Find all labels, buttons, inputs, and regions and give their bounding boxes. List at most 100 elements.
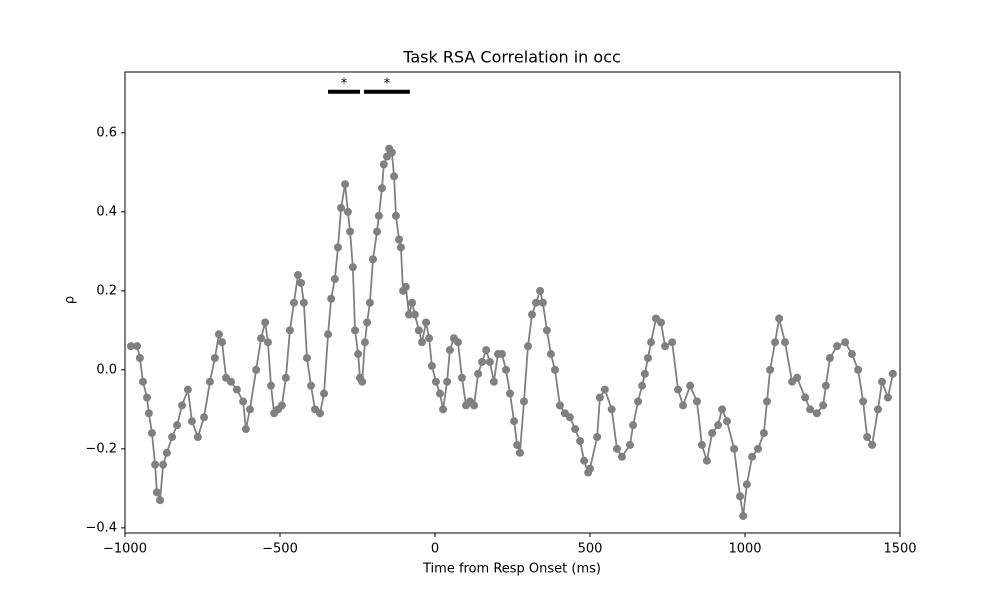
point bbox=[343, 207, 352, 216]
point bbox=[812, 409, 821, 418]
point bbox=[763, 397, 772, 406]
point bbox=[395, 235, 404, 244]
point bbox=[151, 460, 160, 469]
point bbox=[634, 397, 643, 406]
point bbox=[510, 417, 519, 426]
point bbox=[612, 444, 621, 453]
point bbox=[542, 326, 551, 335]
point bbox=[555, 401, 564, 410]
point bbox=[748, 452, 757, 461]
point bbox=[586, 464, 594, 473]
point bbox=[299, 298, 308, 307]
point bbox=[565, 413, 574, 422]
point bbox=[135, 354, 144, 363]
point bbox=[580, 456, 589, 465]
y-tick-label: 0.4 bbox=[96, 204, 117, 219]
point bbox=[365, 298, 374, 307]
point bbox=[629, 421, 638, 430]
point bbox=[600, 385, 609, 394]
point bbox=[218, 338, 227, 347]
point bbox=[360, 338, 369, 347]
y-axis-label: ρ bbox=[63, 296, 78, 304]
point bbox=[358, 377, 367, 386]
point bbox=[410, 310, 419, 319]
point bbox=[873, 405, 882, 414]
point bbox=[333, 243, 342, 252]
x-tick-label: −1000 bbox=[103, 542, 147, 557]
point bbox=[478, 357, 487, 366]
point bbox=[538, 298, 547, 307]
point bbox=[351, 326, 360, 335]
point bbox=[697, 440, 706, 449]
point bbox=[759, 429, 768, 438]
point bbox=[445, 346, 454, 355]
point bbox=[245, 405, 254, 414]
point bbox=[257, 334, 266, 343]
point bbox=[647, 338, 656, 347]
point bbox=[638, 381, 647, 390]
point bbox=[439, 405, 448, 414]
point bbox=[159, 460, 168, 469]
chart-title: Task RSA Correlation in occ bbox=[402, 48, 621, 67]
point bbox=[718, 405, 727, 414]
point bbox=[819, 401, 828, 410]
point bbox=[162, 448, 171, 457]
point bbox=[390, 172, 399, 181]
series-line bbox=[130, 146, 894, 517]
point bbox=[427, 361, 436, 370]
x-tick-label: 1500 bbox=[883, 542, 916, 557]
point bbox=[330, 274, 339, 283]
point bbox=[168, 433, 177, 442]
point bbox=[289, 298, 298, 307]
point bbox=[702, 456, 711, 465]
point bbox=[515, 448, 524, 457]
y-tick-label: 0.0 bbox=[96, 362, 117, 377]
point bbox=[205, 377, 214, 386]
point bbox=[232, 385, 241, 394]
point bbox=[501, 365, 510, 374]
point bbox=[227, 377, 236, 386]
x-tick-label: −500 bbox=[262, 542, 298, 557]
point bbox=[692, 397, 701, 406]
point bbox=[656, 318, 665, 327]
point bbox=[643, 354, 652, 363]
point bbox=[187, 417, 196, 426]
point bbox=[363, 318, 372, 327]
point bbox=[327, 294, 336, 303]
point bbox=[679, 401, 687, 410]
x-axis-label: Time from Resp Onset (ms) bbox=[422, 562, 601, 577]
point bbox=[348, 263, 357, 272]
y-tick-label: −0.4 bbox=[85, 520, 117, 535]
point bbox=[766, 365, 775, 374]
point bbox=[780, 338, 789, 347]
point bbox=[214, 330, 223, 339]
point bbox=[868, 440, 877, 449]
point bbox=[126, 342, 135, 351]
plot-frame bbox=[124, 71, 901, 534]
point bbox=[152, 488, 161, 497]
point bbox=[532, 298, 541, 307]
point bbox=[674, 385, 683, 394]
point bbox=[281, 373, 290, 382]
point bbox=[854, 365, 863, 374]
point bbox=[775, 314, 784, 323]
point bbox=[550, 365, 559, 374]
point bbox=[307, 381, 315, 390]
point bbox=[200, 413, 209, 422]
point bbox=[374, 211, 383, 220]
point bbox=[625, 440, 634, 449]
point bbox=[373, 227, 382, 236]
point bbox=[285, 326, 294, 335]
point bbox=[138, 377, 147, 386]
point bbox=[736, 492, 745, 501]
point bbox=[497, 350, 506, 359]
point bbox=[847, 350, 856, 359]
point bbox=[714, 421, 723, 430]
point bbox=[821, 381, 830, 390]
point bbox=[183, 385, 192, 394]
y-tick-label: 0.6 bbox=[96, 125, 117, 140]
point bbox=[443, 377, 452, 386]
point bbox=[261, 318, 270, 327]
point bbox=[708, 429, 717, 438]
point bbox=[841, 338, 850, 347]
